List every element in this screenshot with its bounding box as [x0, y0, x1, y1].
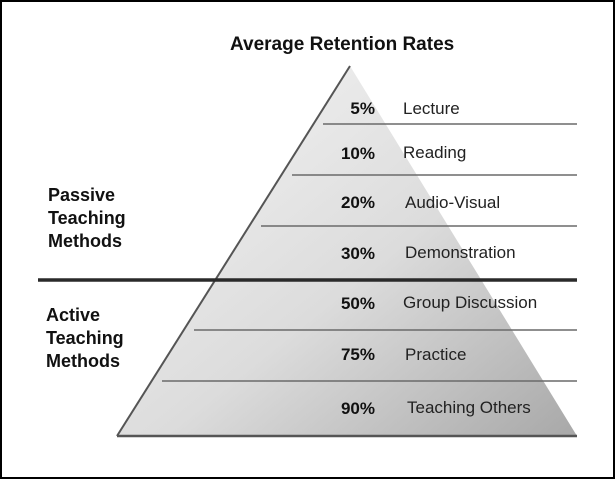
level-percent-demonstration: 30%	[340, 244, 375, 263]
level-percent-reading: 10%	[340, 144, 375, 163]
passive-label-line: Methods	[48, 231, 122, 251]
active-label-line: Active	[46, 305, 101, 325]
level-percent-group-discussion: 50%	[340, 294, 375, 313]
level-percent-practice: 75%	[340, 345, 375, 364]
active-label-line: Methods	[46, 351, 120, 371]
pyramid-shape	[117, 66, 577, 436]
passive-methods-label: Passive Teaching Methods	[48, 184, 126, 253]
level-method-teaching-others: Teaching Others	[407, 398, 531, 417]
level-method-reading: Reading	[403, 143, 467, 162]
level-method-audio-visual: Audio-Visual	[405, 193, 501, 212]
level-method-practice: Practice	[405, 345, 467, 364]
level-percent-teaching-others: 90%	[340, 399, 375, 418]
passive-label-line: Teaching	[48, 208, 126, 228]
active-label-line: Teaching	[46, 328, 124, 348]
active-methods-label: Active Teaching Methods	[46, 304, 124, 373]
level-percent-audio-visual: 20%	[340, 193, 375, 212]
level-method-lecture: Lecture	[403, 99, 460, 118]
level-percent-lecture: 5%	[350, 99, 375, 118]
diagram-title: Average Retention Rates	[230, 34, 455, 55]
level-method-group-discussion: Group Discussion	[403, 293, 538, 312]
level-method-demonstration: Demonstration	[405, 243, 516, 262]
passive-label-line: Passive	[48, 185, 116, 205]
pyramid-left-edge	[116, 65, 351, 437]
